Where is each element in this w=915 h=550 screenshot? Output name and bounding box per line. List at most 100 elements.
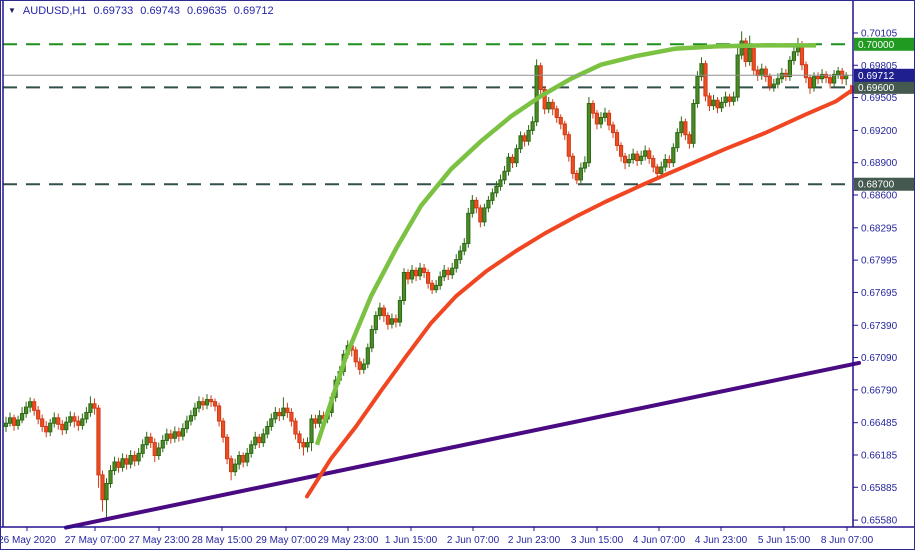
bull-candle-body xyxy=(28,401,33,408)
bear-candle-body xyxy=(683,121,688,136)
x-tick-label: 2 Jun 23:00 xyxy=(508,535,561,546)
bull-candle-body xyxy=(819,73,825,80)
chart-quote-header: ▼ AUDUSD,H1 0.69733 0.69743 0.69635 0.69… xyxy=(8,5,274,17)
current-price-badge-text: 0.69712 xyxy=(858,71,895,82)
bull-candle-body xyxy=(373,315,378,331)
bull-candle-body xyxy=(417,267,423,277)
bull-candle-body xyxy=(671,147,676,164)
bull-candle-body xyxy=(719,101,724,109)
bear-candle-body xyxy=(727,96,732,102)
bull-candle-body xyxy=(140,444,145,454)
x-tick-label: 27 May 07:00 xyxy=(65,535,126,546)
bull-candle-body xyxy=(15,419,21,426)
bear-candle-body xyxy=(606,112,612,126)
x-tick-label: 1 Jun 15:00 xyxy=(385,535,438,546)
bull-candle-body xyxy=(546,101,551,110)
bear-candle-body xyxy=(301,442,306,448)
bull-candle-body xyxy=(530,121,535,131)
bull-candle-body xyxy=(659,166,664,174)
bull-candle-body xyxy=(582,162,587,169)
bull-candle-body xyxy=(108,470,113,485)
bull-candle-body xyxy=(233,463,238,473)
x-tick-label: 8 Jun 07:00 xyxy=(821,535,874,546)
bull-candle-body xyxy=(454,259,459,269)
y-tick-label: 0.66185 xyxy=(861,450,898,461)
bear-candle-body xyxy=(148,436,153,444)
x-tick-label: 2 Jun 07:00 xyxy=(447,535,500,546)
bear-candle-body xyxy=(430,282,435,291)
bull-candle-body xyxy=(494,185,499,194)
x-tick-label: 4 Jun 07:00 xyxy=(633,535,686,546)
y-tick-label: 0.70105 xyxy=(861,28,898,39)
bear-candle-body xyxy=(32,401,37,411)
bull-candle-body xyxy=(675,132,680,149)
bull-candle-body xyxy=(269,418,274,427)
bull-candle-body xyxy=(526,129,531,142)
bull-candle-body xyxy=(534,65,539,123)
bear-candle-body xyxy=(751,48,756,71)
bull-candle-body xyxy=(486,199,491,209)
bull-candle-body xyxy=(498,179,503,187)
bear-candle-body xyxy=(96,407,101,476)
bull-candle-body xyxy=(184,420,190,430)
x-tick-label: 26 May 2020 xyxy=(1,535,56,546)
bear-candle-body xyxy=(44,425,49,433)
level-price-badge xyxy=(854,80,914,94)
bull-candle-body xyxy=(281,407,286,417)
bull-candle-body xyxy=(361,363,366,370)
quote-high-value: 0.69743 xyxy=(140,5,181,17)
x-tick-label: 29 May 07:00 xyxy=(256,535,317,546)
x-tick-label: 4 Jun 23:00 xyxy=(695,535,748,546)
bear-candle-body xyxy=(554,108,559,118)
bear-candle-body xyxy=(40,418,45,427)
bull-candle-body xyxy=(811,76,817,88)
bear-candle-body xyxy=(590,102,596,114)
bull-candle-body xyxy=(160,439,165,449)
green-trend-arc xyxy=(314,43,816,446)
bear-candle-body xyxy=(36,409,41,420)
y-axis-labels: 0.70105 0.69805 0.69505 0.69200 0.68900 0.686… xyxy=(853,28,898,527)
bull-candle-body xyxy=(598,116,604,125)
bear-candle-body xyxy=(100,474,105,501)
bear-candle-body xyxy=(293,420,298,435)
bull-candle-body xyxy=(19,413,25,421)
bull-candle-body xyxy=(699,63,704,78)
bear-candle-body xyxy=(216,405,222,422)
bear-candle-body xyxy=(297,433,302,444)
bear-candle-body xyxy=(703,63,708,97)
bear-candle-body xyxy=(622,155,628,164)
level-price-badge-text: 0.69600 xyxy=(858,83,895,94)
bull-candle-body xyxy=(80,418,85,426)
symbol-timeframe-label: AUDUSD,H1 xyxy=(22,5,87,17)
quote-low-value: 0.69635 xyxy=(187,5,227,17)
bull-candle-body xyxy=(237,455,242,465)
bull-candle-body xyxy=(735,54,740,98)
bull-candle-body xyxy=(759,68,764,76)
bear-candle-body xyxy=(381,307,386,317)
bull-candle-body xyxy=(253,436,258,446)
bear-candle-body xyxy=(767,76,772,87)
y-tick-label: 0.67390 xyxy=(861,321,898,332)
bear-candle-body xyxy=(289,411,294,422)
bull-candle-body xyxy=(365,347,370,365)
bull-candle-body xyxy=(397,299,403,323)
bear-candle-body xyxy=(241,455,246,463)
bull-candle-body xyxy=(514,148,519,164)
bull-candle-body xyxy=(309,418,314,444)
bull-candle-body xyxy=(188,415,194,422)
bear-candle-body xyxy=(558,116,563,125)
bull-candle-body xyxy=(502,170,507,181)
quick-trade-expand-icon[interactable]: ▼ xyxy=(8,6,16,15)
bull-candle-body xyxy=(172,431,177,439)
bull-candle-body xyxy=(317,415,322,424)
bull-candle-body xyxy=(779,72,784,80)
bull-candle-body xyxy=(112,461,117,472)
bull-candle-body xyxy=(204,399,210,406)
bull-candle-body xyxy=(120,458,125,468)
bull-candle-body xyxy=(627,158,632,164)
bull-candle-body xyxy=(104,483,109,501)
bull-candle-body xyxy=(578,167,583,181)
bull-candle-body xyxy=(438,276,443,286)
